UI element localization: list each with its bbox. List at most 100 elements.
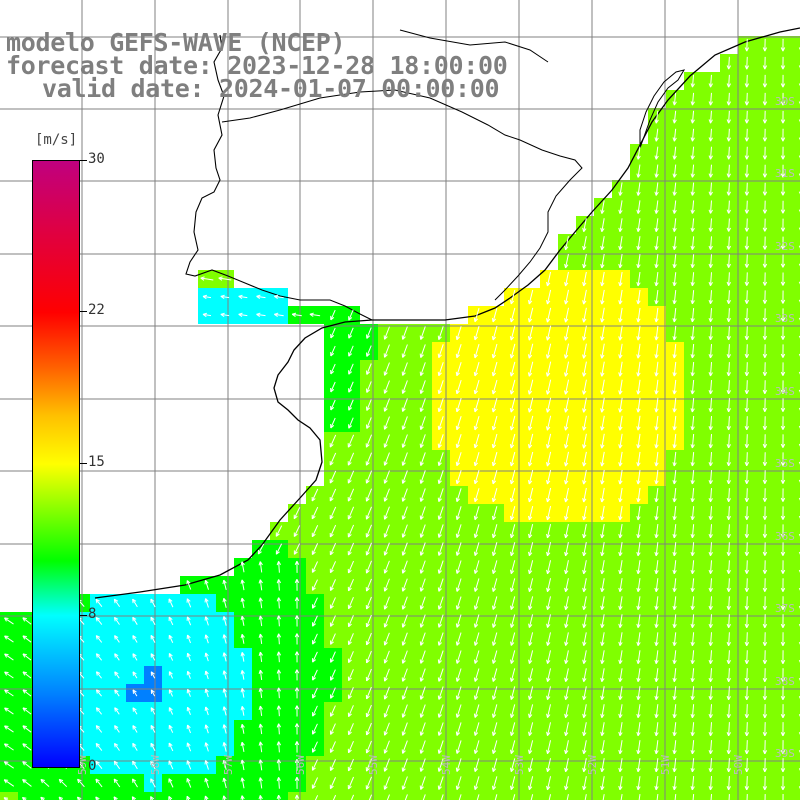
wind-arrow-head xyxy=(420,570,424,574)
wind-arrow xyxy=(673,506,677,520)
wind-arrow-head xyxy=(132,796,136,800)
wind-arrow-head xyxy=(708,408,711,413)
wind-arrow-head xyxy=(528,372,533,377)
wind-arrow xyxy=(728,254,730,268)
wind-arrow-head xyxy=(636,390,639,395)
wind-arrow xyxy=(186,742,192,752)
wind-arrow-head xyxy=(222,742,225,747)
wind-arrow xyxy=(728,488,730,502)
wind-arrow-head xyxy=(746,83,750,88)
wind-arrow-head xyxy=(278,777,282,782)
wind-arrow xyxy=(3,797,9,800)
wind-arrow-head xyxy=(95,778,100,782)
wind-arrow-head xyxy=(762,137,766,142)
wind-arrow-head xyxy=(274,295,278,299)
wind-arrow-head xyxy=(726,191,730,196)
wind-arrow-head xyxy=(780,443,784,448)
wind-speed-cell xyxy=(72,792,90,800)
wind-arrow-head xyxy=(492,408,497,413)
wind-arrow xyxy=(132,725,138,733)
wind-arrow xyxy=(583,523,587,539)
wind-arrow-head xyxy=(583,426,587,431)
wind-arrow-head xyxy=(710,768,713,773)
wind-arrow xyxy=(619,200,623,214)
wind-speed-cell xyxy=(36,792,54,800)
wind-arrow-head xyxy=(366,713,370,718)
wind-arrow xyxy=(474,308,480,322)
wind-arrow xyxy=(492,578,498,592)
wind-arrow-head xyxy=(654,731,657,736)
wind-arrow-head xyxy=(619,624,623,628)
wind-arrow-head xyxy=(222,616,225,621)
wind-arrow xyxy=(546,271,552,287)
wind-arrow xyxy=(728,308,730,322)
wind-arrow-head xyxy=(744,623,748,628)
wind-arrow xyxy=(456,434,462,448)
wind-arrow-head xyxy=(492,426,497,431)
wind-arrow-head xyxy=(690,155,693,160)
wind-arrow-head xyxy=(276,669,280,674)
wind-arrow-head xyxy=(565,786,569,791)
wind-arrow-head xyxy=(437,515,440,520)
wind-arrow-head xyxy=(764,623,768,628)
wind-arrow-head xyxy=(636,498,639,503)
wind-arrow-head xyxy=(728,660,731,665)
wind-speed-cell xyxy=(198,792,216,800)
wind-arrow-head xyxy=(762,299,766,304)
wind-arrow-head xyxy=(168,795,173,800)
wind-arrow-head xyxy=(330,551,334,556)
wind-arrow-head xyxy=(710,516,713,521)
wind-arrow xyxy=(348,669,354,681)
wind-arrow-head xyxy=(565,264,569,269)
wind-arrow xyxy=(619,722,623,736)
wind-arrow-head xyxy=(420,714,424,718)
wind-arrow xyxy=(655,182,659,196)
wind-arrow xyxy=(223,760,227,770)
wind-arrow xyxy=(402,434,408,448)
wind-arrow xyxy=(619,776,623,790)
wind-arrow-head xyxy=(710,732,713,737)
wind-arrow xyxy=(601,361,605,377)
wind-arrow-head xyxy=(655,444,659,449)
wind-arrow-head xyxy=(402,714,406,718)
wind-arrow-head xyxy=(601,570,605,575)
wind-arrow-head xyxy=(510,498,515,503)
wind-arrow xyxy=(330,417,336,429)
wind-arrow-head xyxy=(564,300,566,305)
wind-arrow xyxy=(691,415,695,431)
wind-arrow-head xyxy=(728,605,731,610)
wind-arrow xyxy=(384,632,390,646)
wind-arrow-head xyxy=(710,137,713,142)
wind-arrow xyxy=(583,632,587,646)
wind-arrow-head xyxy=(708,569,711,574)
wind-arrow xyxy=(114,635,120,643)
wind-speed-cell xyxy=(792,342,800,360)
wind-arrow xyxy=(510,596,516,610)
wind-arrow-head xyxy=(473,515,476,520)
wind-arrow xyxy=(655,146,659,160)
wind-arrow-head xyxy=(473,407,476,413)
wind-arrow xyxy=(132,778,138,788)
wind-arrow xyxy=(311,561,319,573)
wind-arrow-head xyxy=(95,617,98,622)
wind-arrow xyxy=(728,74,730,88)
wind-arrow xyxy=(420,542,426,556)
wind-arrow-head xyxy=(690,390,693,395)
wind-arrow-head xyxy=(710,714,713,719)
wind-arrow-head xyxy=(455,695,458,700)
wind-arrow-head xyxy=(402,732,406,736)
wind-arrow-head xyxy=(780,317,784,322)
wind-arrow xyxy=(564,325,570,341)
wind-arrow xyxy=(384,758,390,772)
wind-arrow-head xyxy=(545,354,548,359)
wind-arrow xyxy=(238,313,248,317)
wind-arrow-head xyxy=(655,696,659,701)
wind-arrow xyxy=(456,398,462,412)
wind-arrow xyxy=(510,506,516,520)
wind-arrow-head xyxy=(510,713,512,718)
latitude-label: 34S xyxy=(775,385,795,398)
wind-arrow xyxy=(420,506,426,520)
wind-arrow-head xyxy=(744,479,748,484)
wind-arrow-head xyxy=(762,371,766,376)
wind-arrow-head xyxy=(762,551,766,556)
